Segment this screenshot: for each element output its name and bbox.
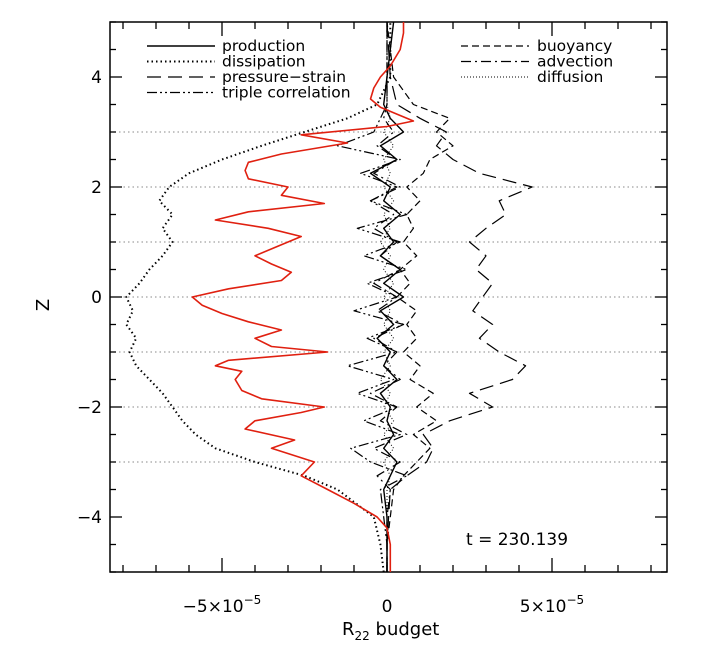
data-series xyxy=(125,21,533,573)
series-line-production xyxy=(369,21,405,572)
x-axis-title: R22 budget xyxy=(342,619,439,643)
legend-left-label-0: production xyxy=(222,37,305,55)
legend-left-label-3: triple correlation xyxy=(222,84,351,102)
x-tick-label-2: 5×10−5 xyxy=(520,593,584,617)
reference-lines xyxy=(110,131,667,463)
series-line-diffusion xyxy=(379,22,395,572)
axis-ticks xyxy=(110,21,667,573)
y-tick-label-2: 0 xyxy=(91,288,102,308)
x-tick-label-exponent: −5 xyxy=(567,593,585,607)
legend-right-label-2: diffusion xyxy=(537,68,603,86)
legend-left-label-2: pressure−strain xyxy=(222,68,346,86)
series-line-red-7 xyxy=(191,22,415,572)
x-tick-label-exponent: −5 xyxy=(244,593,262,607)
x-tick-label-mantissa: 5×10 xyxy=(520,597,567,617)
x-axis-title-main: R xyxy=(342,619,355,640)
x-tick-label-mantissa: 0 xyxy=(382,597,393,617)
x-axis-title-subscript: 22 xyxy=(355,629,370,643)
y-axis-title: Z xyxy=(33,299,54,311)
x-tick-label-mantissa: −5×10 xyxy=(183,597,244,617)
legend-right-label-1: advection xyxy=(537,53,613,71)
series-line-pressure-strain xyxy=(386,21,533,572)
x-tick-label-1: 0 xyxy=(382,597,393,617)
x-axis-title-suffix: budget xyxy=(370,619,440,640)
time-annotation: t = 230.139 xyxy=(466,530,568,550)
legend-right-label-0: buoyancy xyxy=(537,37,612,55)
legend: productiondissipationpressure−straintrip… xyxy=(147,37,613,102)
series-line-dissipation xyxy=(125,22,392,573)
series-line-advection xyxy=(369,22,408,572)
y-tick-label-1: −2 xyxy=(77,398,102,418)
y-tick-label-4: 4 xyxy=(91,68,102,88)
x-tick-label-0: −5×10−5 xyxy=(183,593,262,617)
y-tick-label-3: 2 xyxy=(91,178,102,198)
legend-left-label-1: dissipation xyxy=(222,53,306,71)
y-tick-label-0: −4 xyxy=(77,508,102,528)
